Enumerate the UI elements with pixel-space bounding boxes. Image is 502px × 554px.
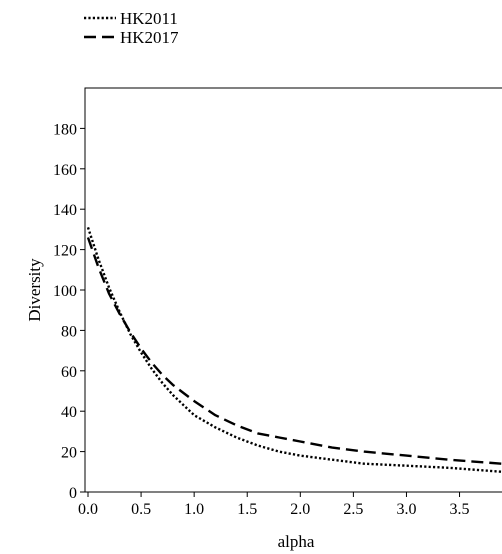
series-line-hk2011 [86,227,502,473]
y-tick-label: 120 [53,243,77,260]
y-axis-label: Diversity [25,258,44,322]
x-tick-label: 0.0 [78,501,98,518]
series-line-hk2017 [86,237,502,465]
y-tick-label: 40 [61,404,77,421]
y-tick-label: 0 [69,485,77,502]
y-tick-label: 160 [53,162,77,179]
x-tick-label: 1.5 [237,501,257,518]
ticks: 0 20 40 60 80 100 120 140 160 180 0.0 0.5 1.0 1.5 2.0 2… [53,121,470,518]
x-axis-label: alpha [278,532,315,551]
axes [84,87,502,493]
x-tick-label: 2.5 [343,501,363,518]
legend-label-hk2017: HK2017 [120,28,179,47]
x-tick-label: 1.0 [184,501,204,518]
y-tick-label: 140 [53,202,77,219]
x-tick-label: 0.5 [131,501,151,518]
x-tick-label: 3.0 [396,501,416,518]
x-tick-label: 2.0 [290,501,310,518]
y-tick-label: 180 [53,121,77,138]
x-tick-label: 3.5 [450,501,470,518]
y-tick-label: 20 [61,445,77,462]
y-tick-label: 100 [53,283,77,300]
series-lines [86,227,502,473]
y-tick-label: 80 [61,323,77,340]
plot-frame [84,87,502,493]
y-tick-label: 60 [61,364,77,381]
legend-label-hk2011: HK2011 [120,9,178,28]
